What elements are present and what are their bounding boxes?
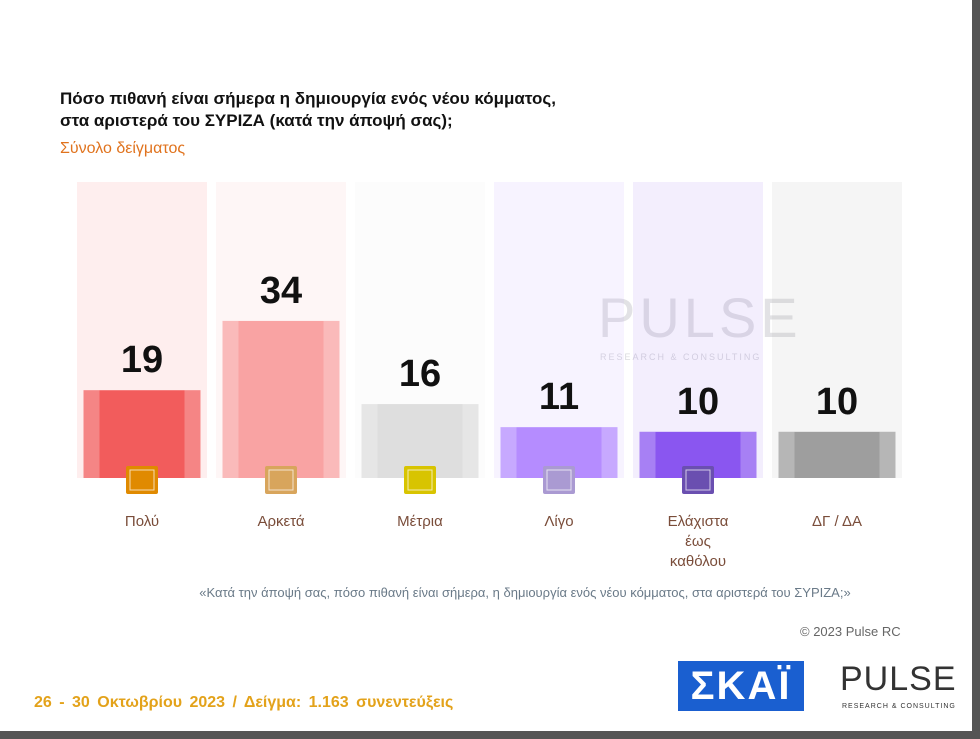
- bar-shade: [500, 427, 517, 478]
- bar-shade: [639, 431, 656, 478]
- column-background: [633, 182, 763, 478]
- value-label: 10: [816, 381, 858, 423]
- badge-inner: [407, 469, 433, 491]
- badge-inner: [685, 469, 711, 491]
- bar: [361, 404, 479, 478]
- category-label: Αρκετά: [257, 513, 305, 530]
- category-label: Πολύ: [124, 513, 160, 530]
- subtitle: Σύνολο δείγματος: [60, 140, 186, 157]
- category-label: ΔΓ / ΔΑ: [812, 513, 862, 530]
- bar-shade: [740, 431, 757, 478]
- badge: [682, 466, 714, 494]
- category-label: Μέτρια: [397, 513, 443, 530]
- bar-shade: [778, 431, 795, 478]
- bar: [83, 390, 201, 478]
- skai-logo: ΣΚΑΪ: [678, 661, 804, 711]
- question-note: «Κατά την άποψή σας, πόσο πιθανή είναι σ…: [199, 585, 851, 600]
- bar-shade: [222, 320, 239, 478]
- category-label: Λίγο: [544, 513, 574, 530]
- badge: [126, 466, 158, 494]
- badge: [265, 466, 297, 494]
- value-label: 16: [399, 353, 441, 395]
- bar: [778, 431, 896, 478]
- value-label: 34: [260, 270, 302, 312]
- title-line: Πόσο πιθανή είναι σήμερα η δημιουργία εν…: [60, 89, 556, 108]
- value-label: 10: [677, 381, 719, 423]
- bar-shade: [323, 320, 340, 478]
- column-background: [772, 182, 902, 478]
- badge: [404, 466, 436, 494]
- bar-shade: [601, 427, 618, 478]
- badge-inner: [268, 469, 294, 491]
- footer: 26 - 30 Οκτωβρίου 2023 / Δείγμα: 1.163 σ…: [34, 694, 454, 711]
- chart-title: Πόσο πιθανή είναι σήμερα η δημιουργία εν…: [60, 88, 556, 132]
- pulse-logo: PULSE: [840, 660, 957, 698]
- bar-shade: [184, 390, 201, 478]
- badge: [543, 466, 575, 494]
- value-label: 11: [539, 376, 579, 418]
- watermark: PULSE: [598, 286, 802, 349]
- badge-inner: [129, 469, 155, 491]
- pulse-tagline: RESEARCH & CONSULTING: [842, 703, 956, 710]
- bar-shade: [462, 404, 479, 478]
- title-line: στα αριστερά του ΣΥΡΙΖΑ (κατά την άποψή …: [60, 111, 453, 130]
- value-label: 19: [121, 339, 163, 381]
- bar-shade: [361, 404, 378, 478]
- bar: [222, 320, 340, 478]
- bar-shade: [879, 431, 896, 478]
- category-label: Ελάχιστα έως καθόλου: [667, 513, 729, 570]
- watermark-tagline: RESEARCH & CONSULTING: [600, 352, 762, 362]
- copyright: © 2023 Pulse RC: [800, 624, 901, 639]
- bar-shade: [83, 390, 100, 478]
- badge-inner: [546, 469, 572, 491]
